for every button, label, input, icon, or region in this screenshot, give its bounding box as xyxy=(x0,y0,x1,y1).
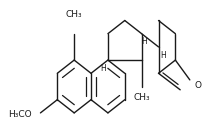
Text: CH₃: CH₃ xyxy=(133,93,150,102)
Text: H: H xyxy=(101,64,106,73)
Text: H₃CO: H₃CO xyxy=(8,110,32,119)
Text: H: H xyxy=(141,37,147,46)
Text: CH₃: CH₃ xyxy=(66,10,83,19)
Text: H: H xyxy=(160,51,166,60)
Text: O: O xyxy=(195,81,202,90)
